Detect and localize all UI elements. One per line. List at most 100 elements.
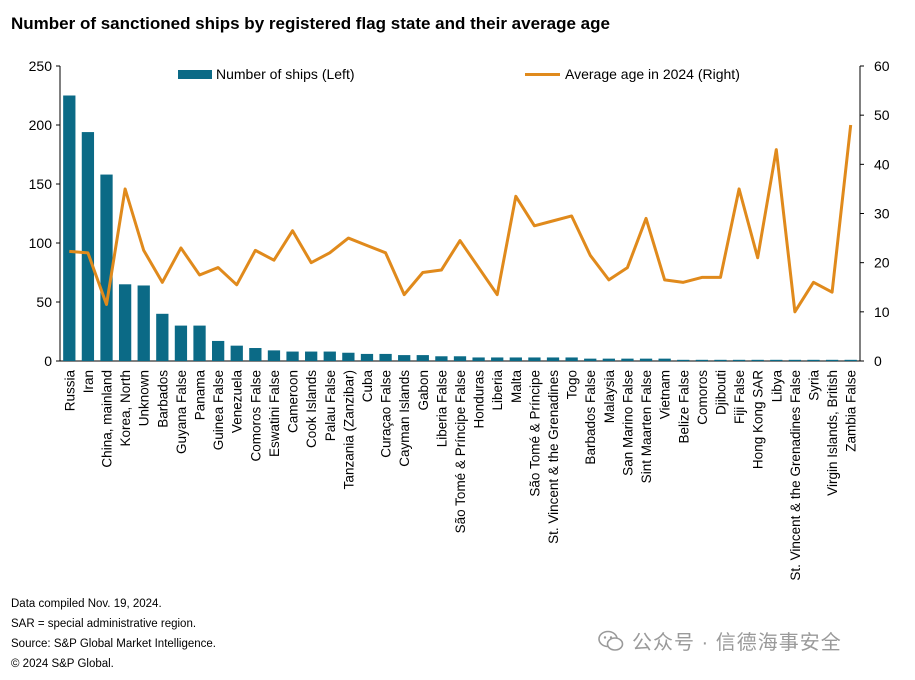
bar [584, 358, 597, 361]
bar [230, 345, 243, 361]
x-tick-label: Malta [509, 370, 524, 404]
x-tick-label: Vietnam [658, 370, 673, 419]
x-tick-label: Comoros [695, 370, 710, 425]
x-tick-label: São Tomé & Príncipe [527, 370, 542, 497]
bar [677, 359, 690, 361]
x-tick-label: Barbados [155, 370, 170, 428]
bar [323, 351, 336, 361]
x-tick-label: Togo [565, 370, 580, 399]
bar [360, 353, 374, 361]
x-tick-label: Hong Kong SAR [751, 370, 766, 469]
footnote-sar: SAR = special administrative region. [11, 618, 197, 630]
left-tick-label: 0 [44, 353, 52, 369]
legend-bar-label: Number of ships (Left) [216, 66, 355, 82]
right-tick-label: 40 [874, 156, 890, 172]
x-tick-label: St. Vincent & the Grenadines False [788, 370, 803, 581]
bar [621, 358, 634, 361]
x-tick-label: Panama [193, 370, 208, 421]
bar [807, 359, 820, 361]
x-tick-label: Korea, North [118, 370, 133, 447]
bar [398, 355, 411, 361]
bar [491, 357, 504, 361]
right-tick-label: 0 [874, 353, 882, 369]
watermark-text: 公众号 · 信德海事安全 [632, 632, 842, 654]
x-tick-label: Malaysia [602, 370, 617, 424]
bar [453, 356, 467, 361]
x-tick-label: Tanzania (Zanzibar) [341, 370, 356, 489]
bar [844, 359, 857, 361]
x-tick-label: Russia [62, 370, 77, 412]
bar [602, 358, 615, 361]
x-axis-labels: Russia Iran China, mainland Korea, North Unk… [62, 370, 858, 581]
bar [695, 359, 708, 361]
right-tick-label: 10 [874, 304, 890, 320]
left-tick-label: 150 [29, 176, 53, 192]
x-tick-label: Eswatini False [267, 370, 282, 457]
bar [658, 358, 671, 361]
footnote-source: Source: S&P Global Market Intelligence. [11, 638, 216, 650]
footnote-copyright: © 2024 S&P Global. [11, 658, 114, 670]
x-tick-label: Syria [806, 370, 821, 401]
left-tick-label: 50 [36, 294, 52, 310]
bar [714, 359, 727, 361]
bar [379, 353, 392, 361]
right-tick-label: 20 [874, 255, 890, 271]
x-tick-label: Libya [769, 370, 784, 403]
bar [137, 285, 150, 361]
x-tick-label: Honduras [472, 370, 487, 429]
axes-layer: 0 50 100 150 200 250 0 10 20 30 40 50 60 [29, 58, 890, 369]
average-age-line [69, 124, 853, 314]
right-tick-label: 30 [874, 206, 890, 222]
bar [825, 359, 839, 361]
bar [509, 357, 522, 361]
x-tick-label: Cook Islands [304, 370, 319, 448]
x-tick-label: Sint Maarten False [639, 370, 654, 483]
left-tick-label: 250 [29, 58, 53, 74]
line-layer [69, 124, 853, 314]
footnotes: Data compiled Nov. 19, 2024. SAR = speci… [11, 594, 216, 674]
x-tick-label: Gabon [416, 370, 431, 411]
x-tick-label: Liberia [490, 370, 505, 411]
bar [416, 355, 429, 361]
x-tick-label: São Tomé & Príncipe False [453, 370, 468, 533]
bar [63, 95, 76, 361]
bar [118, 284, 132, 361]
bar [305, 351, 318, 361]
x-tick-label: Curaçao False [379, 370, 394, 458]
bar [528, 357, 541, 361]
bar [156, 313, 169, 361]
x-tick-label: Guinea False [211, 370, 226, 450]
legend-bar-swatch [178, 70, 212, 79]
x-tick-label: Cuba [360, 370, 375, 403]
bars-layer [63, 95, 857, 361]
bar [212, 340, 225, 361]
x-tick-label: China, mainland [100, 370, 115, 468]
bar [174, 325, 188, 361]
combo-chart: 0 50 100 150 200 250 0 10 20 30 40 50 60 Russia Iran C… [29, 58, 890, 581]
bar [249, 348, 262, 361]
bar [472, 357, 485, 361]
x-tick-label: Comoros False [248, 370, 263, 462]
bar [342, 352, 355, 361]
bar [100, 174, 113, 361]
x-tick-label: Djibouti [713, 370, 728, 415]
bar [546, 357, 560, 361]
wechat-icon [598, 630, 624, 651]
watermark: 公众号 · 信德海事安全 [598, 626, 842, 655]
bar [435, 356, 448, 361]
right-tick-label: 60 [874, 58, 890, 74]
x-tick-label: Guyana False [174, 370, 189, 454]
x-tick-label: Venezuela [230, 370, 245, 434]
x-tick-label: Virgin Islands, British [825, 370, 840, 496]
bar [751, 359, 764, 361]
bar [788, 359, 802, 361]
left-tick-label: 200 [29, 117, 53, 133]
bar [639, 358, 653, 361]
x-tick-label: Cayman Islands [397, 370, 412, 467]
x-tick-label: Belize False [676, 370, 691, 444]
bar [565, 357, 578, 361]
x-tick-label: San Marino False [620, 370, 635, 476]
bar [267, 350, 281, 361]
x-tick-label: Unknown [137, 370, 152, 426]
x-tick-label: Liberia False [434, 370, 449, 447]
